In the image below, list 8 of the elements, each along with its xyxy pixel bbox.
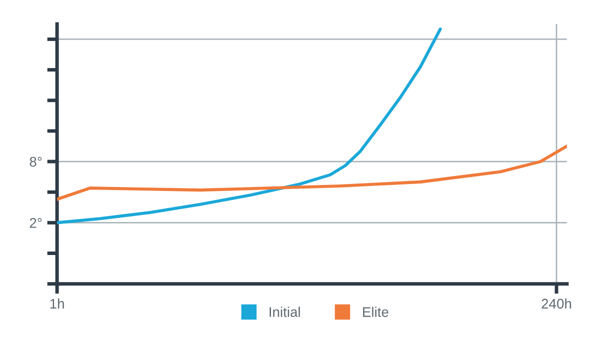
y-tick-label: 2°	[30, 218, 42, 228]
y-tick-label: 8°	[30, 156, 42, 167]
x-tick-label: 1h	[50, 298, 64, 309]
line-series	[57, 28, 442, 224]
x-tick-label: 240h	[542, 298, 572, 309]
line-series	[57, 144, 567, 201]
legend-label: Elite	[363, 306, 388, 317]
legend-label: Initial	[270, 306, 300, 317]
